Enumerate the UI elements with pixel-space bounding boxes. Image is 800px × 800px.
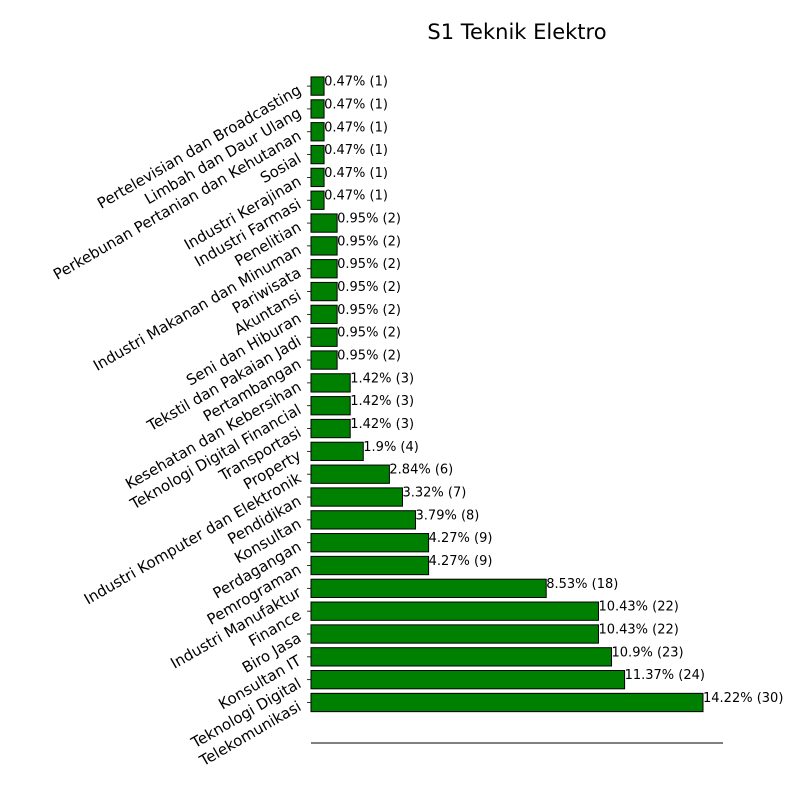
bar	[310, 304, 338, 325]
data-label: 8.53% (18)	[546, 577, 618, 592]
bar	[310, 510, 417, 530]
data-label: 0.95% (2)	[337, 349, 401, 364]
data-label: 0.95% (2)	[337, 257, 401, 272]
bar	[310, 396, 351, 416]
data-label: 3.32% (7)	[402, 486, 466, 501]
bar	[310, 624, 599, 644]
bar	[310, 670, 626, 690]
data-label: 1.42% (3)	[350, 417, 414, 432]
bar	[310, 464, 390, 484]
bar	[310, 441, 364, 462]
bar	[310, 167, 325, 188]
data-label: 4.27% (9)	[429, 554, 493, 569]
data-label: 10.43% (22)	[598, 600, 678, 615]
bar	[310, 555, 430, 576]
bar	[310, 144, 325, 165]
data-label: 14.22% (30)	[703, 691, 783, 706]
data-label: 11.37% (24)	[625, 668, 705, 683]
bar	[310, 418, 351, 439]
data-label: 10.9% (23)	[612, 645, 684, 660]
chart-title: S1 Teknik Elektro	[427, 20, 606, 44]
bar	[310, 259, 338, 279]
bar	[310, 487, 403, 507]
data-labels: 14.22% (30) 11.37% (24) 10.9% (23) 10.43% (…	[324, 75, 783, 706]
data-label: 0.95% (2)	[337, 326, 401, 341]
bar	[310, 236, 338, 256]
bar	[310, 692, 704, 713]
bar	[310, 350, 338, 370]
data-label: 2.84% (6)	[389, 463, 453, 478]
bar	[310, 190, 325, 210]
bar	[310, 99, 325, 119]
data-label: 10.43% (22)	[598, 623, 678, 638]
data-label: 1.9% (4)	[363, 440, 419, 455]
bar	[310, 76, 325, 96]
bar	[310, 327, 338, 347]
data-label: 0.47% (1)	[324, 120, 388, 135]
bar	[310, 533, 430, 553]
bar	[310, 601, 599, 621]
data-label: 0.47% (1)	[324, 97, 388, 112]
data-label: 0.95% (2)	[337, 280, 401, 295]
data-label: 1.42% (3)	[350, 394, 414, 409]
bar	[310, 122, 325, 142]
data-label: 0.47% (1)	[324, 143, 388, 158]
data-label: 3.79% (8)	[416, 508, 480, 523]
bar	[310, 213, 338, 233]
data-label: 0.47% (1)	[324, 189, 388, 204]
bar	[310, 373, 351, 393]
data-label: 0.47% (1)	[324, 75, 388, 90]
data-label: 0.95% (2)	[337, 212, 401, 227]
data-label: 0.95% (2)	[337, 303, 401, 318]
data-label: 1.42% (3)	[350, 371, 414, 386]
bar	[310, 578, 547, 599]
data-label: 4.27% (9)	[429, 531, 493, 546]
data-label: 0.95% (2)	[337, 234, 401, 249]
data-label: 0.47% (1)	[324, 166, 388, 181]
bar	[310, 281, 338, 302]
bar	[310, 647, 613, 667]
